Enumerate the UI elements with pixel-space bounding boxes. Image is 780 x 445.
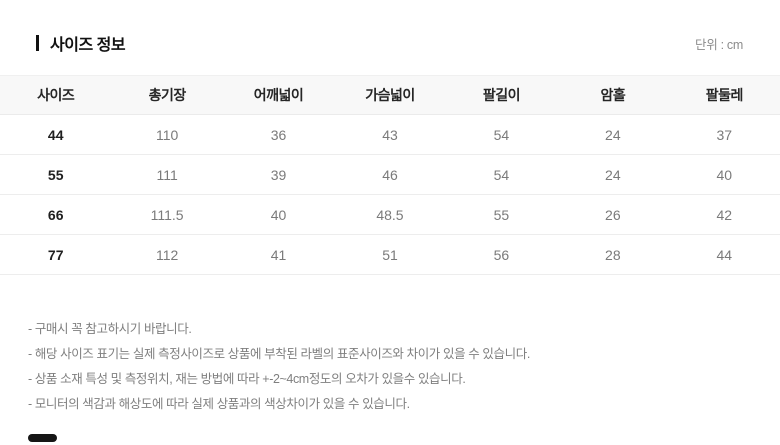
column-header: 어깨넓이 bbox=[253, 87, 304, 103]
measurement-cell: 46 bbox=[382, 166, 398, 183]
section-title-text: 사이즈 정보 bbox=[50, 37, 126, 54]
measurement-cell: 48.5 bbox=[376, 206, 404, 223]
note-line: - 모니터의 색감과 해상도에 따라 실제 상품과의 색상차이가 있을 수 있습… bbox=[28, 397, 410, 411]
measurement-cell: 111 bbox=[156, 166, 178, 183]
measurement-cell: 26 bbox=[605, 206, 621, 223]
size-cell: 55 bbox=[47, 166, 64, 183]
table-row: 55 111 39 46 54 24 40 bbox=[0, 155, 780, 195]
size-table: 사이즈 총기장 어깨넓이 가슴넓이 팔길이 암홀 팔둘레 44 110 36 43 54 24 37 55… bbox=[0, 75, 780, 275]
table-row: 77 112 41 51 56 28 44 bbox=[0, 235, 780, 275]
section-title: 사이즈 정보 bbox=[36, 31, 126, 55]
measurement-cell: 43 bbox=[382, 126, 398, 143]
column-header: 총기장 bbox=[148, 87, 187, 103]
table-header-row: 사이즈 총기장 어깨넓이 가슴넓이 팔길이 암홀 팔둘레 bbox=[0, 75, 780, 115]
measurement-cell: 111.5 bbox=[150, 206, 184, 223]
notes-list: - 구매시 꼭 참고하시기 바랍니다. - 해당 사이즈 표기는 실제 측정사이즈… bbox=[28, 317, 780, 417]
table-row: 66 111.5 40 48.5 55 26 42 bbox=[0, 195, 780, 235]
column-header: 사이즈 bbox=[37, 87, 75, 103]
measurement-cell: 56 bbox=[493, 246, 510, 263]
measurement-cell: 112 bbox=[155, 246, 179, 263]
measurement-cell: 44 bbox=[716, 246, 733, 263]
measurement-cell: 36 bbox=[270, 126, 287, 143]
measurement-cell: 51 bbox=[382, 246, 398, 263]
measurement-cell: 54 bbox=[493, 126, 510, 143]
table-row: 44 110 36 43 54 24 37 bbox=[0, 115, 780, 155]
measurement-cell: 24 bbox=[605, 166, 621, 183]
note-line: - 구매시 꼭 참고하시기 바랍니다. bbox=[28, 322, 192, 336]
column-header: 팔둘레 bbox=[705, 87, 744, 103]
column-header: 암홀 bbox=[600, 87, 626, 103]
section-header: 사이즈 정보 단위 : cm bbox=[0, 0, 780, 54]
size-cell: 77 bbox=[47, 246, 64, 263]
measurement-cell: 42 bbox=[716, 206, 733, 223]
size-cell: 44 bbox=[47, 126, 64, 143]
measurement-cell: 41 bbox=[270, 246, 287, 263]
measurement-cell: 37 bbox=[716, 126, 733, 143]
measurement-cell: 110 bbox=[155, 126, 179, 143]
unit-label: 단위 : cm bbox=[695, 37, 743, 52]
size-table-body: 44 110 36 43 54 24 37 55 111 39 46 54 24 40 66 111.5 40 4… bbox=[0, 115, 780, 275]
measurement-cell: 40 bbox=[716, 166, 733, 183]
measurement-cell: 40 bbox=[270, 206, 287, 223]
note-line: - 해당 사이즈 표기는 실제 측정사이즈로 상품에 부착된 라벨의 표준사이즈… bbox=[28, 347, 530, 361]
measurement-cell: 54 bbox=[493, 166, 510, 183]
column-header: 팔길이 bbox=[482, 87, 521, 103]
measurement-cell: 55 bbox=[493, 206, 510, 223]
column-header: 가슴넓이 bbox=[365, 87, 415, 103]
size-table-head: 사이즈 총기장 어깨넓이 가슴넓이 팔길이 암홀 팔둘레 bbox=[0, 75, 780, 115]
size-cell: 66 bbox=[47, 206, 64, 223]
measurement-cell: 39 bbox=[270, 166, 287, 183]
title-marker-bar bbox=[36, 35, 39, 51]
measurement-cell: 28 bbox=[605, 246, 621, 263]
section-marker-bar bbox=[28, 434, 57, 442]
note-line: - 상품 소재 특성 및 측정위치, 재는 방법에 따라 +-2~4cm정도의 … bbox=[28, 372, 466, 386]
measurement-cell: 24 bbox=[605, 126, 621, 143]
